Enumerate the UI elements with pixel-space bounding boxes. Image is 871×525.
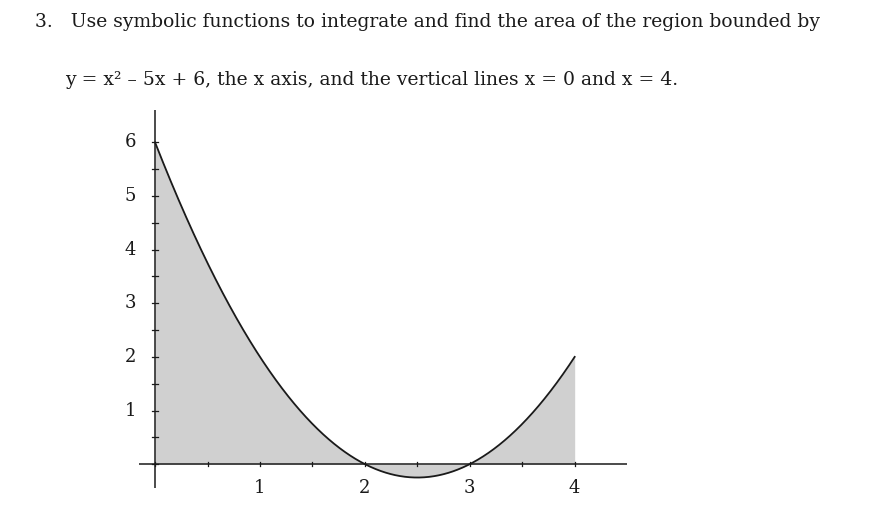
Text: 3: 3 [125, 295, 136, 312]
Text: 4: 4 [569, 479, 580, 497]
Text: 6: 6 [125, 133, 136, 151]
Text: y = x² – 5x + 6, the x axis, and the vertical lines x = 0 and x = 4.: y = x² – 5x + 6, the x axis, and the ver… [65, 71, 679, 89]
Text: 1: 1 [125, 402, 136, 419]
Text: 3.   Use symbolic functions to integrate and find the area of the region bounded: 3. Use symbolic functions to integrate a… [35, 13, 820, 31]
Text: 5: 5 [125, 187, 136, 205]
Text: 2: 2 [125, 348, 136, 366]
Text: 1: 1 [254, 479, 266, 497]
Text: 3: 3 [464, 479, 476, 497]
Text: 2: 2 [359, 479, 370, 497]
Text: 4: 4 [125, 240, 136, 259]
